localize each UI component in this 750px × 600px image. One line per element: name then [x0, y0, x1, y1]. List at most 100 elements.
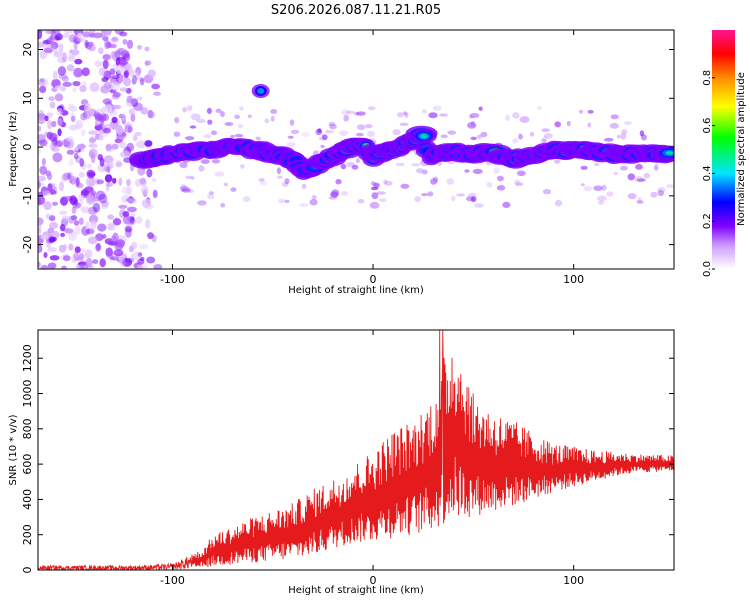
spectrogram-noise-cell: [77, 32, 83, 38]
spectrogram-noise-cell: [54, 93, 64, 102]
colorbar-tick-label: 0.8: [702, 70, 713, 86]
spectrogram-noise-cell: [301, 132, 311, 138]
snr-y-tick-label: 400: [21, 489, 34, 510]
spectrogram-noise-cell: [84, 102, 91, 113]
spectrogram-noise-cell: [220, 203, 226, 208]
spectrogram-noise-cell: [110, 37, 120, 43]
spectrogram-noise-cell: [122, 211, 130, 217]
spectrogram-noise-cell: [46, 131, 53, 140]
spectrogram-noise-cell: [47, 119, 52, 130]
spectrogram-noise-cell: [493, 167, 500, 174]
spectrogram-noise-cell: [121, 111, 127, 122]
colorbar-axis: 0.0 0.2 0.4 0.6 0.8: [702, 70, 715, 277]
spectrogram-noise-cell: [480, 131, 488, 138]
spectrogram-ridge-cell: [665, 151, 674, 155]
spectrogram-noise-cell: [60, 139, 68, 145]
spectrogram-noise-cell: [57, 66, 67, 76]
spectrogram-noise-cell: [79, 198, 84, 206]
spectrogram-noise-cell: [89, 150, 95, 159]
spectrogram-noise-cell: [284, 199, 290, 203]
spectrogram-noise-cell: [104, 39, 110, 50]
spectrogram-noise-cell: [59, 223, 66, 232]
spectrogram-noise-cell: [118, 177, 123, 186]
spectrogram-noise-cell: [49, 142, 56, 151]
spectrogram-noise-cell: [119, 257, 126, 267]
spectrogram-noise-cell: [130, 212, 136, 218]
spectrogram-noise-cell: [47, 262, 57, 269]
spectrogram-noise-cell: [131, 241, 138, 250]
spectrogram-noise-cell: [38, 180, 41, 189]
snr-y-tick-label: 1200: [21, 344, 34, 372]
spectrogram-noise-cell: [47, 35, 56, 45]
spectrogram-noise-cell: [207, 193, 215, 200]
spectrogram-noise-cell: [126, 185, 132, 196]
spectrogram-noise-cell: [373, 182, 380, 188]
spectrogram-noise-cell: [200, 159, 210, 164]
spectrogram-noise-cell: [384, 180, 393, 186]
spectrogram-noise-cell: [220, 111, 225, 118]
spectrogram-noise-cell: [48, 215, 56, 222]
spectrogram-noise-cell: [66, 64, 75, 72]
spectrogram-noise-cell: [208, 191, 214, 196]
spectrogram-y-label: Frequency (Hz): [8, 111, 19, 187]
spectrogram-noise-cell: [98, 193, 108, 204]
spectrogram-noise-cell: [97, 223, 107, 232]
spectrogram-noise-cell: [190, 176, 195, 180]
spectrogram-noise-cell: [76, 37, 86, 42]
spectrogram-noise-cell: [469, 113, 480, 118]
spectrogram-noise-cell: [115, 160, 122, 168]
spectrogram-noise-cell: [340, 163, 347, 170]
spectrogram-noise-cell: [634, 176, 644, 183]
spectrogram-noise-cell: [41, 157, 46, 166]
spectrogram-noise-cell: [397, 112, 404, 118]
spectrogram-noise-cell: [657, 189, 664, 197]
spectrogram-noise-cell: [122, 64, 131, 70]
spectrogram-noise-cell: [399, 122, 409, 126]
spectrogram-noise-cell: [247, 114, 252, 118]
spectrogram-noise-cell: [122, 39, 128, 45]
spectrogram-noise-cell: [355, 158, 360, 164]
spectrogram-noise-cell: [99, 258, 106, 268]
spectrogram-noise-cell: [42, 39, 52, 45]
spectrogram-noise-cell: [62, 33, 70, 38]
spectrogram-noise-cell: [432, 105, 442, 111]
spectrogram-noise-cell: [587, 122, 592, 128]
colorbar-tick-label: 0.6: [702, 118, 713, 134]
spectrogram-noise-cell: [79, 158, 84, 167]
spectrogram-noise-cell: [328, 121, 336, 127]
spectrogram-x-tick-label: 100: [563, 273, 584, 286]
spectrogram-noise-cell: [69, 124, 78, 131]
spectrogram-x-tick-label: 0: [370, 273, 377, 286]
spectrogram-noise-cell: [464, 169, 470, 173]
spectrogram-noise-cell: [343, 114, 350, 122]
spectrogram-noise-cell: [124, 124, 133, 133]
spectrogram-noise-cell: [104, 174, 113, 183]
spectrogram-noise-cell: [206, 107, 212, 114]
spectrogram-noise-cell: [70, 215, 78, 221]
spectrogram-noise-cell: [115, 161, 123, 167]
spectrogram-noise-cell: [277, 175, 283, 179]
snr-y-tick-label: 600: [21, 454, 34, 475]
spectrogram-noise-cell: [173, 131, 181, 137]
spectrogram-noise-cell: [456, 193, 465, 197]
spectrogram-noise-cell: [542, 189, 552, 195]
spectrogram-noise-cell: [620, 132, 627, 140]
spectrogram-noise-cell: [351, 164, 359, 170]
spectrogram-noise-cell: [430, 178, 438, 185]
spectrogram-noise-cell: [78, 217, 84, 225]
spectrogram-noise-cell: [66, 149, 75, 155]
spectrogram-noise-cell: [179, 186, 190, 192]
spectrogram-noise-cell: [39, 165, 48, 175]
spectrogram-noise-cell: [137, 252, 143, 257]
spectrogram-noise-cell: [119, 87, 128, 92]
spectrogram-noise-cell: [242, 196, 251, 203]
spectrogram-noise-cell: [197, 200, 207, 206]
spectrogram-noise-cell: [428, 112, 438, 119]
spectrogram-noise-cell: [85, 41, 94, 47]
spectrogram-noise-cell: [131, 98, 139, 107]
spectrogram-noise-cell: [578, 109, 584, 114]
spectrogram-noise-cell: [89, 190, 97, 196]
spectrogram-noise-cell: [103, 127, 111, 134]
spectrogram-noise-cell: [144, 60, 152, 66]
spectrogram-noise-cell: [239, 106, 244, 111]
